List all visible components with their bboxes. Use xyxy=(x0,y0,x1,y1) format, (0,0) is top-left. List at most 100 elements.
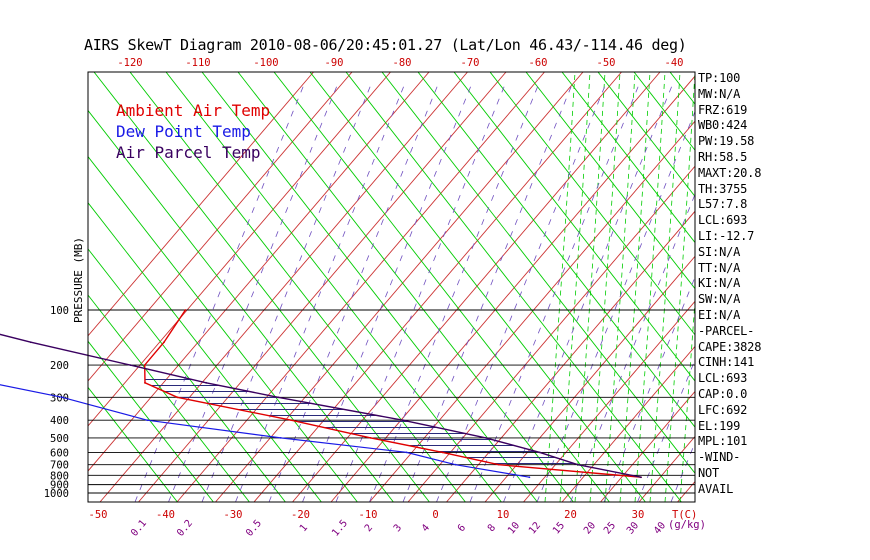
dewpoint-temp-line xyxy=(0,384,530,478)
top-temp-tick-label: -100 xyxy=(253,57,278,69)
mixing-ratio-tick-label: 10 xyxy=(506,520,522,536)
parcel-temp-point xyxy=(640,476,642,479)
mixing-ratio-line xyxy=(402,81,574,502)
stat-item: -PARCEL- xyxy=(698,323,755,338)
ambient-temp-group xyxy=(143,309,642,479)
moist-adiabat-line xyxy=(417,72,695,428)
dry-adiabat-line xyxy=(484,255,695,502)
mixing-ratio-tick-label: 6 xyxy=(456,523,468,535)
mixing-ratio-tick-label: 15 xyxy=(551,520,567,536)
stat-item: NOT xyxy=(698,465,720,480)
dry-adiabat-line xyxy=(88,72,430,472)
moist-adiabat-line xyxy=(273,72,610,502)
moist-adiabat-line xyxy=(88,202,322,502)
ambient-temp-point xyxy=(163,341,165,344)
parcel-temp-line xyxy=(0,333,642,478)
pressure-tick-label: 100 xyxy=(50,305,69,317)
mixing-ratio-line xyxy=(268,81,440,502)
pressure-tick-label: 800 xyxy=(50,470,69,482)
ambient-temp-point xyxy=(176,396,179,399)
ambient-temp-point xyxy=(144,381,146,384)
pressure-tick-label: 400 xyxy=(50,415,69,427)
dewpoint-temp-point xyxy=(405,451,408,454)
mixing-ratio-tick-label: 20 xyxy=(582,520,598,536)
mixing-ratio-line xyxy=(201,81,373,502)
dewpoint-temp-point xyxy=(279,437,282,439)
moist-adiabat-line xyxy=(93,72,430,502)
pressure-tick-label: 600 xyxy=(50,447,69,459)
moist-adiabat-line xyxy=(201,72,538,502)
parcel-temp-point xyxy=(401,419,404,422)
moist-adiabat-line xyxy=(88,155,358,502)
dry-adiabat-line xyxy=(176,72,545,502)
moist-adiabat-line xyxy=(88,386,178,502)
top-temp-tick-label: -120 xyxy=(117,57,142,69)
mixing-ratio-tick-label: 1.5 xyxy=(330,518,350,539)
bottom-temp-tick-label: -40 xyxy=(156,509,175,521)
y-axis-title: PRESSURE (MB) xyxy=(72,237,85,323)
stat-item: CAPE:3828 xyxy=(698,339,762,354)
stat-item: SI:N/A xyxy=(698,244,741,259)
stat-item: FRZ:619 xyxy=(698,102,748,117)
mixing-ratio-line xyxy=(503,81,674,502)
stat-item: CINH:141 xyxy=(698,355,755,370)
dry-adiabat-line xyxy=(99,72,468,502)
dewpoint-temp-point xyxy=(146,419,149,422)
pressure-tick-label: 1000 xyxy=(44,488,69,500)
stat-item: TP:100 xyxy=(698,71,741,85)
legend-entry: Ambient Air Temp xyxy=(116,101,270,120)
mixing-ratio-line xyxy=(168,81,339,502)
dry-adiabat-line xyxy=(523,300,695,502)
top-temp-tick-label: -60 xyxy=(529,57,548,69)
dry-adiabat-line xyxy=(330,75,695,502)
mixing-ratio-line xyxy=(570,193,695,502)
mixing-ratio-line xyxy=(134,81,306,502)
mixing-ratio-tick-label: 2 xyxy=(363,523,375,535)
ambient-temp-line xyxy=(143,309,642,478)
ambient-temp-point xyxy=(441,451,444,454)
bottom-temp-tick-label: -20 xyxy=(291,509,310,521)
mixing-ratio-line xyxy=(302,81,473,502)
plot-frame xyxy=(87,71,696,503)
mixing-ratio-line xyxy=(335,81,507,502)
stat-item: MAXT:20.8 xyxy=(698,165,762,180)
ambient-temp-point xyxy=(497,463,500,466)
dry-adiabat-line xyxy=(446,210,695,502)
pressure-tick-label: 700 xyxy=(50,460,69,472)
bottom-temp-tick-label: -50 xyxy=(89,509,108,521)
mixing-ratio-tick-label: 12 xyxy=(527,520,543,536)
moist-adiabat-line xyxy=(525,72,695,290)
moist-adiabat-line xyxy=(345,72,682,502)
mixing-ratio-line xyxy=(369,81,540,502)
moist-adiabat-line xyxy=(88,340,214,502)
moist-adiabat-line xyxy=(88,294,250,502)
moist-adiabat-line xyxy=(381,72,695,475)
sounding-stats-panel: TP:100 MW:N/A FRZ:619 WB0:424 PW:19.58 RH:58.… xyxy=(698,71,866,498)
top-temp-tick-label: -50 xyxy=(597,57,616,69)
bottom-temp-tick-label: -30 xyxy=(224,509,243,521)
dry-adiabat-line xyxy=(561,345,695,502)
parcel-temp-point xyxy=(538,451,541,454)
bottom-temp-tick-label: 30 xyxy=(632,509,645,521)
top-temp-tick-label: -40 xyxy=(665,57,684,69)
stat-item: TT:N/A xyxy=(698,260,741,275)
moist-adiabat-line xyxy=(597,72,695,198)
moist-adiabat-line xyxy=(489,72,695,336)
mixing-ratio-tick-label: 1 xyxy=(298,523,310,535)
legend-entry: Dew Point Temp xyxy=(116,122,251,141)
plot-area xyxy=(88,72,695,502)
mixing-ratio-tick-label: 0.5 xyxy=(244,518,264,539)
top-temp-tick-label: -90 xyxy=(325,57,344,69)
parcel-temp-point xyxy=(129,364,132,366)
dry-adiabat-line xyxy=(407,165,695,502)
chart-title: AIRS SkewT Diagram 2010-08-06/20:45:01.2… xyxy=(84,36,687,54)
stat-item: LFC:692 xyxy=(698,402,748,417)
dry-adiabat-line xyxy=(88,72,314,337)
stat-item: CAP:0.0 xyxy=(698,386,748,401)
mixing-ratio-tick-label: 30 xyxy=(625,520,641,536)
mixing-ratio-line xyxy=(235,81,406,502)
mixing-ratio-line xyxy=(469,81,641,502)
stat-item: SW:N/A xyxy=(698,292,741,307)
moist-adiabat-line xyxy=(453,72,695,382)
